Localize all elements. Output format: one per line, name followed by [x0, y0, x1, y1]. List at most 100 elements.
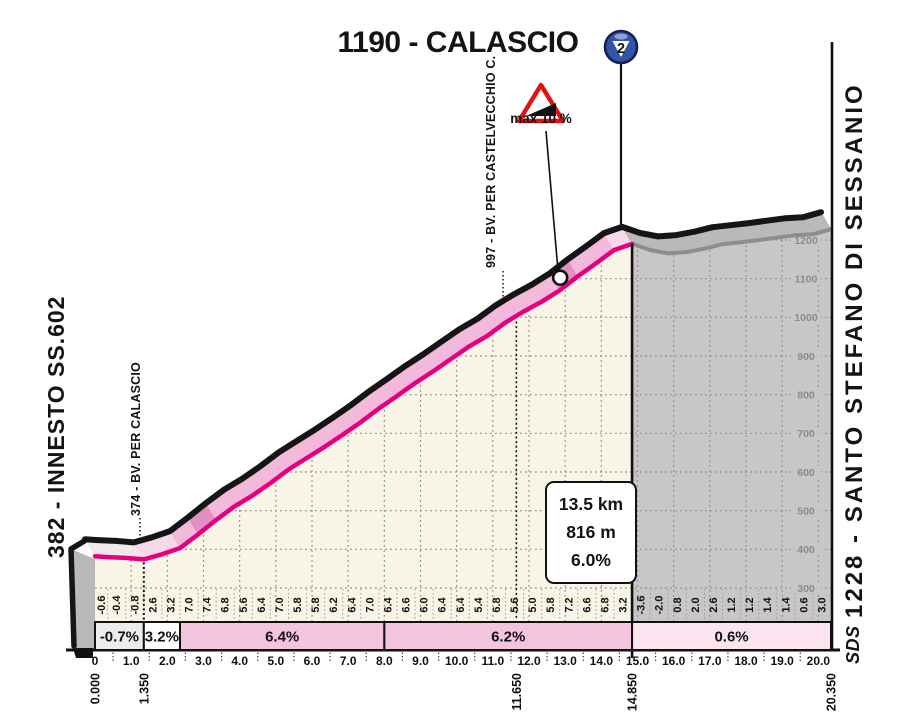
category-2-badge-icon: 2 [603, 29, 639, 65]
x-tick-label: 17.0 [698, 654, 722, 668]
avg-gradient-cell [631, 621, 832, 651]
x-tick-label: 16.0 [662, 654, 686, 668]
elevation-tick-label: 500 [797, 505, 815, 517]
x-tick-label: 8.0 [376, 654, 393, 668]
elevation-tick-label: 700 [797, 428, 815, 440]
max-gradient-label: max 10 % [510, 111, 572, 126]
x-tick-label: 19.0 [770, 654, 794, 668]
elevation-tick-label: 1100 [795, 273, 818, 285]
gradient-value: -0.4 [111, 595, 123, 615]
category-badge: 2 [603, 29, 639, 65]
avg-gradient-bar: -0.7% 3.2% 6.4% 6.2% 0.6% [94, 621, 832, 651]
gradient-value: 6.4 [455, 596, 467, 612]
x-tick-label: 11.0 [481, 654, 504, 668]
gradient-value: 5.8 [545, 597, 557, 612]
gradient-value: 2.0 [690, 597, 702, 612]
gradient-value: 7.2 [563, 597, 575, 612]
x-tick-label: 1.0 [123, 654, 140, 668]
x-distance-marker-label: 11.650 [510, 673, 524, 711]
gradient-value: 5.8 [292, 597, 304, 612]
start-label: 382 - INNESTO SS.602 [43, 295, 69, 558]
gradient-value: 6.4 [346, 596, 358, 612]
climb-avg-gradient: 6.0% [571, 550, 611, 570]
gradient-value: 5.6 [509, 597, 521, 612]
avg-gradient-cell-label: -0.7% [100, 629, 139, 646]
profile-lines [82, 209, 832, 562]
x-tick-label: 5.0 [267, 654, 284, 668]
profile-fills [95, 229, 831, 622]
gradient-value: 5.6 [238, 597, 250, 612]
avg-gradient-cell-label: 0.6% [714, 629, 748, 646]
gradient-value: 6.4 [382, 596, 394, 612]
gradient-value: -3.6 [636, 596, 648, 615]
avg-gradient-cell [94, 621, 145, 651]
gradient-value: 6.8 [599, 597, 611, 612]
x-tick-label: 18.0 [734, 654, 758, 668]
road-line-after-summit [631, 227, 832, 256]
elevation-tick-label: 600 [797, 467, 815, 479]
gradient-strip-separators [107, 589, 814, 619]
gradient-value: 7.4 [202, 596, 214, 612]
x-distance-marker-label: 20.350 [825, 673, 839, 711]
gradient-value: 6.4 [256, 596, 268, 612]
x-tick-label: 0 [92, 654, 99, 668]
elevation-tick-label: 1000 [794, 312, 818, 324]
avg-gradient-cell-label: 3.2% [145, 629, 179, 646]
gradient-value: 0.6 [798, 597, 810, 612]
x-tick-label: 7.0 [340, 654, 357, 668]
x-tick-label: 20.0 [807, 654, 831, 668]
gradient-value: -0.6 [96, 596, 108, 615]
climb-stats-box: 13.5 km 816 m 6.0% [545, 481, 637, 584]
road-line-climb [92, 241, 635, 562]
x-tick-label: 13.0 [553, 654, 577, 668]
left-pedestal [68, 537, 95, 658]
gradient-value: 3.2 [165, 597, 177, 612]
gradient-value: 1.4 [780, 596, 792, 612]
gradient-value: 5.8 [310, 597, 322, 612]
elevation-tick-label: 1200 [794, 235, 818, 247]
gradient-value: 3.2 [618, 597, 630, 612]
gradient-value: 5.0 [527, 597, 539, 612]
profile-silhouette-line [82, 209, 824, 546]
climb-distance: 13.5 km [558, 494, 624, 514]
gradient-value: 5.4 [473, 596, 485, 612]
elevation-tick-label: 400 [797, 544, 815, 556]
finish-label: 1228 - SANTO STEFANO DI SESSANIO [841, 82, 868, 618]
x-distance-marker-label: 1.350 [137, 673, 151, 704]
max-gradient-point [551, 269, 569, 286]
gradient-value: 6.6 [401, 597, 413, 612]
gradient-value: 6.0 [419, 597, 431, 612]
gradient-value: 2.6 [147, 597, 159, 612]
elevation-tick-label: 900 [797, 351, 815, 363]
gradient-value: 1.4 [762, 596, 774, 612]
waypoint-lines [139, 271, 518, 620]
x-tick-label: 14.0 [590, 654, 614, 668]
gradient-value: 6.8 [491, 597, 503, 612]
category-badge-number: 2 [617, 41, 625, 57]
avg-gradient-cell-label: 6.4% [265, 629, 299, 646]
gradient-value: 6.8 [220, 597, 232, 612]
x-tick-label: 12.0 [517, 654, 541, 668]
designer-logo: SDS [843, 625, 863, 664]
max-gradient-marker [516, 82, 569, 286]
x-tick-label: 9.0 [412, 654, 429, 668]
x-axis-ticks: 0 1.0 2.0 3.0 4.0 5.0 6.0 7.0 8.0 9.0 10.0 11.0 12.0… [89, 652, 839, 711]
gradient-value: 1.2 [726, 597, 738, 612]
gradient-value: 7.0 [184, 597, 196, 612]
gradient-value: 6.6 [581, 597, 593, 612]
elevation-axis-labels: 300 400 500 600 700 800 900 1000 1100 1200 [791, 234, 821, 595]
x-tick-label: 15.0 [626, 654, 650, 668]
avg-gradient-cell [383, 621, 634, 651]
gradient-value: 2.6 [708, 597, 720, 612]
gradient-value-labels: -0.6 -0.4 -0.8 2.6 3.2 7.0 7.4 6.8 5.6 6.4 7.0 5.8 5… [96, 595, 829, 615]
gradient-value: 0.8 [672, 597, 684, 612]
avg-gradient-cell-label: 6.2% [491, 629, 525, 646]
gradient-value: 6.2 [328, 597, 340, 612]
x-tick-label: 6.0 [304, 654, 321, 668]
elevation-tick-label: 300 [797, 583, 815, 595]
gradient-value: -0.8 [129, 596, 141, 615]
elevation-tick-label: 800 [797, 389, 815, 401]
waypoint-label-calascio-junction: 374 - BV. PER CALASCIO [129, 362, 143, 516]
x-distance-marker-label: 14.850 [626, 673, 640, 711]
